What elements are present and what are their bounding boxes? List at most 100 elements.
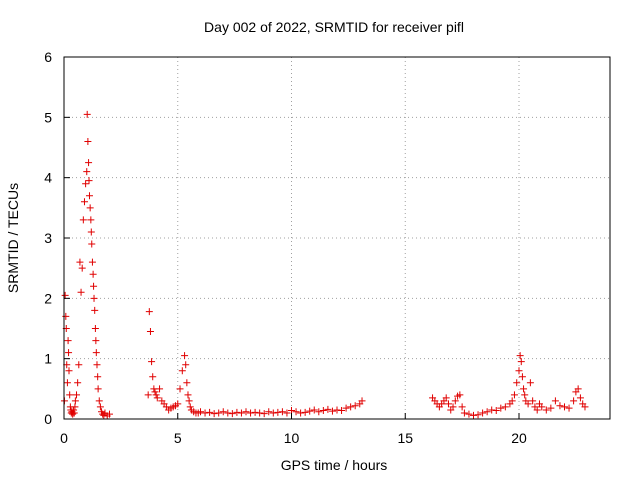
data-point — [64, 337, 72, 345]
data-point — [93, 361, 101, 369]
data-point — [182, 361, 190, 369]
data-point — [219, 408, 227, 416]
data-point — [251, 408, 259, 416]
data-point — [94, 373, 102, 381]
data-point — [65, 349, 73, 357]
data-point — [574, 385, 582, 393]
data-point — [460, 409, 468, 417]
x-tick-label: 5 — [174, 430, 182, 446]
data-point — [260, 410, 268, 418]
y-axis-label: SRMTID / TECUs — [5, 183, 21, 293]
data-point — [547, 404, 555, 412]
data-point — [75, 361, 83, 369]
data-point — [515, 367, 523, 375]
data-point — [488, 406, 496, 414]
data-point — [148, 358, 156, 366]
data-point — [186, 403, 194, 411]
data-point — [87, 228, 95, 236]
data-point — [444, 400, 452, 408]
data-point — [176, 385, 184, 393]
data-point — [95, 397, 103, 405]
data-point — [347, 403, 355, 411]
data-point — [570, 397, 578, 405]
data-point — [283, 409, 291, 417]
data-point — [206, 408, 214, 416]
data-point — [351, 402, 359, 410]
data-point — [288, 407, 295, 415]
data-point — [174, 400, 182, 408]
data-point — [479, 409, 487, 417]
data-point — [497, 404, 505, 412]
data-point — [521, 391, 529, 399]
data-point — [581, 403, 589, 411]
data-point — [524, 400, 532, 408]
data-point — [301, 408, 309, 416]
data-points — [60, 110, 589, 420]
data-point — [73, 391, 81, 399]
data-point — [94, 385, 102, 393]
data-point — [228, 410, 236, 418]
data-point — [152, 391, 160, 399]
grid-lines — [64, 57, 610, 419]
data-point — [63, 379, 71, 387]
data-point — [465, 410, 473, 418]
data-point — [183, 379, 191, 387]
data-point — [82, 180, 90, 188]
data-point — [144, 391, 152, 399]
data-point — [517, 358, 525, 366]
data-point — [85, 177, 93, 185]
x-axis-label: GPS time / hours — [281, 457, 388, 473]
data-point — [80, 198, 88, 206]
data-point — [90, 282, 98, 290]
x-tick-label: 0 — [60, 430, 68, 446]
data-point — [65, 367, 73, 375]
data-point — [210, 410, 218, 418]
data-point — [78, 264, 86, 272]
data-point — [315, 408, 323, 416]
y-tick-label: 0 — [44, 411, 52, 427]
data-point — [451, 397, 459, 405]
x-tick-label: 10 — [284, 430, 300, 446]
data-point — [269, 409, 277, 417]
data-point — [274, 408, 282, 416]
data-point — [333, 406, 341, 414]
data-point — [96, 403, 104, 411]
data-point — [145, 308, 153, 316]
data-point — [442, 394, 450, 402]
data-point — [201, 409, 209, 417]
data-point — [215, 409, 223, 417]
y-tick-label: 5 — [44, 109, 52, 125]
data-point — [342, 404, 350, 412]
data-point — [237, 409, 245, 417]
data-point — [197, 408, 204, 416]
data-point — [306, 407, 314, 415]
data-point — [508, 397, 516, 405]
data-point — [542, 406, 550, 414]
data-point — [224, 409, 232, 417]
data-point — [71, 397, 79, 405]
data-point — [551, 397, 559, 405]
data-point — [83, 168, 91, 176]
axis-ticks: 0 5 10 15 20 0 1 2 3 4 5 6 — [44, 49, 527, 446]
data-point — [319, 407, 327, 415]
data-point — [516, 352, 524, 360]
data-point — [90, 294, 98, 302]
data-point — [149, 373, 157, 381]
data-point — [510, 391, 518, 399]
x-tick-label: 20 — [511, 430, 527, 446]
data-point — [483, 408, 491, 416]
data-point — [561, 403, 568, 411]
x-tick-label: 15 — [397, 430, 413, 446]
data-point — [86, 204, 94, 212]
data-point — [83, 110, 91, 118]
y-tick-label: 4 — [44, 170, 52, 186]
data-point — [146, 328, 154, 336]
data-point — [89, 270, 97, 278]
y-tick-label: 1 — [44, 351, 52, 367]
data-point — [62, 312, 70, 320]
data-point — [79, 216, 87, 224]
data-point — [513, 379, 521, 387]
data-point — [501, 403, 509, 411]
data-point — [88, 240, 96, 248]
data-point — [297, 409, 305, 417]
